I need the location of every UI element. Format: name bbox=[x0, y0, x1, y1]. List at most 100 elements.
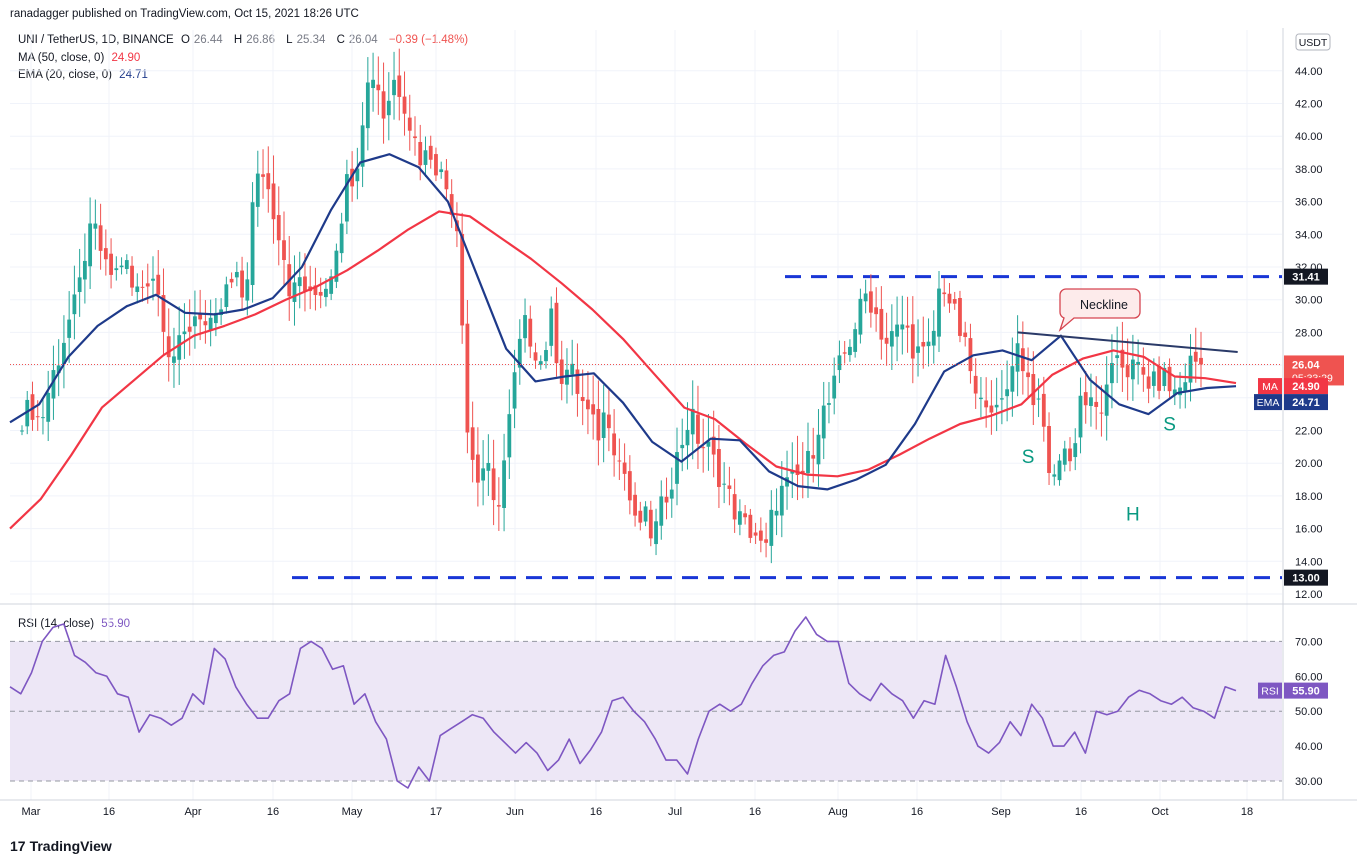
candle bbox=[402, 71, 407, 136]
price-tick-label: 44.00 bbox=[1295, 66, 1323, 78]
candle bbox=[732, 478, 737, 533]
candle bbox=[596, 380, 601, 466]
candle bbox=[166, 308, 171, 382]
candle bbox=[475, 427, 480, 507]
currency-badge[interactable]: USDT bbox=[1295, 33, 1331, 51]
candle bbox=[1031, 351, 1036, 426]
candle bbox=[339, 212, 344, 263]
price-tick-label: 16.00 bbox=[1295, 524, 1323, 536]
candle bbox=[318, 277, 323, 309]
level-price-tag: 31.41 bbox=[1284, 268, 1328, 285]
ema-legend[interactable]: EMA (20, close, 0) 24.71 bbox=[18, 69, 152, 81]
ma-legend[interactable]: MA (50, close, 0) 24.90 bbox=[18, 52, 144, 64]
candle bbox=[659, 480, 664, 540]
candle bbox=[696, 385, 700, 469]
candle bbox=[570, 339, 575, 396]
candle bbox=[889, 304, 894, 371]
candle bbox=[1162, 362, 1167, 392]
candle bbox=[360, 102, 365, 188]
candle bbox=[591, 375, 596, 440]
price-tick-label: 18.00 bbox=[1295, 491, 1323, 503]
candle bbox=[250, 182, 255, 303]
ema-legend-value: 24.71 bbox=[119, 69, 148, 81]
ohlc-open: O 26.44 bbox=[180, 34, 223, 46]
svg-text:24.71: 24.71 bbox=[1292, 397, 1320, 409]
candle bbox=[601, 384, 606, 463]
candle bbox=[271, 155, 276, 244]
tradingview-logo[interactable]: 17 TradingView bbox=[10, 838, 112, 854]
candle bbox=[999, 370, 1004, 425]
candle bbox=[151, 256, 155, 301]
candle bbox=[727, 466, 732, 506]
ma-legend-label: MA (50, close, 0) bbox=[18, 52, 105, 64]
candle bbox=[234, 261, 239, 287]
candle bbox=[255, 150, 260, 227]
candle bbox=[1104, 356, 1109, 441]
neckline-callout[interactable]: Neckline bbox=[1058, 288, 1141, 333]
time-tick-label: Aug bbox=[828, 806, 848, 818]
candle bbox=[1010, 337, 1015, 417]
candle bbox=[743, 505, 748, 525]
candle bbox=[669, 467, 674, 518]
candle bbox=[496, 477, 501, 531]
rsi-tick-label: 50.00 bbox=[1295, 706, 1323, 718]
candle bbox=[381, 62, 386, 144]
candle bbox=[261, 149, 265, 199]
candle bbox=[528, 305, 533, 359]
rsi-line[interactable] bbox=[9, 616, 1237, 789]
time-tick-label: Apr bbox=[184, 806, 201, 818]
candle bbox=[868, 274, 873, 328]
candle bbox=[46, 370, 51, 442]
candle bbox=[816, 409, 821, 487]
ema-20-line[interactable] bbox=[9, 153, 1237, 491]
candle bbox=[795, 435, 800, 501]
candle bbox=[910, 296, 915, 384]
candle bbox=[392, 51, 396, 120]
candle bbox=[334, 243, 339, 289]
rsi-tick-label: 30.00 bbox=[1295, 776, 1323, 788]
candle bbox=[774, 488, 779, 536]
candle bbox=[947, 282, 952, 313]
candle bbox=[103, 229, 108, 276]
candle bbox=[439, 161, 444, 179]
candle bbox=[109, 238, 113, 289]
candle bbox=[544, 341, 548, 369]
candle bbox=[93, 199, 98, 250]
candle bbox=[874, 287, 879, 332]
rsi-legend[interactable]: RSI (14, close) 55.90 bbox=[18, 618, 134, 630]
candle bbox=[313, 267, 318, 311]
candle bbox=[612, 409, 617, 477]
candle bbox=[1141, 347, 1146, 392]
time-tick-label: 16 bbox=[590, 806, 602, 818]
price-tick-label: 30.00 bbox=[1295, 295, 1323, 307]
candle bbox=[1146, 359, 1151, 404]
candle bbox=[952, 291, 957, 310]
candle bbox=[140, 270, 145, 302]
neckline-trendline[interactable] bbox=[1017, 331, 1238, 354]
candle bbox=[617, 438, 622, 481]
svg-text:13.00: 13.00 bbox=[1292, 573, 1320, 585]
rsi-band bbox=[10, 641, 1282, 781]
candle bbox=[968, 323, 973, 384]
candle bbox=[465, 300, 470, 454]
time-tick-label: Jun bbox=[506, 806, 524, 818]
candle bbox=[931, 310, 936, 364]
ma-50-line[interactable] bbox=[9, 210, 1237, 530]
candle bbox=[1083, 370, 1088, 424]
candle bbox=[586, 371, 590, 435]
candle bbox=[266, 146, 271, 213]
price-tick-label: 20.00 bbox=[1295, 458, 1323, 470]
candle bbox=[926, 318, 931, 367]
candle bbox=[963, 321, 968, 347]
candle bbox=[512, 349, 517, 429]
candle bbox=[413, 116, 417, 156]
candle bbox=[680, 418, 685, 472]
candle bbox=[1036, 378, 1041, 418]
candle bbox=[1125, 338, 1130, 401]
symbol-legend[interactable]: UNI / TetherUS, 1D, BINANCE O 26.44 H 26.8… bbox=[18, 34, 472, 46]
candle bbox=[958, 290, 962, 343]
price-tick-label: 22.00 bbox=[1295, 426, 1323, 438]
candlestick-series[interactable] bbox=[20, 48, 1203, 564]
candle bbox=[77, 248, 82, 317]
